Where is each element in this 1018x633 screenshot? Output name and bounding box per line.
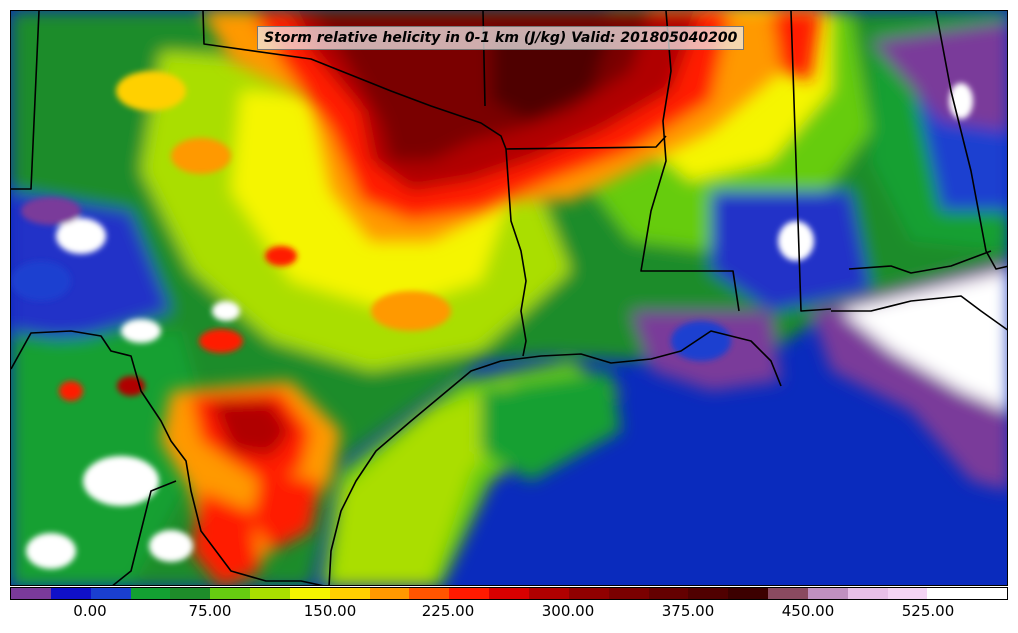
colorbar-segment <box>369 588 410 599</box>
colorbar-segment <box>170 588 211 599</box>
colorbar-segment <box>289 588 330 599</box>
colorbar-segment <box>210 588 251 599</box>
colorbar-tick-label: 300.00 <box>541 602 595 620</box>
colorbar-segment <box>648 588 689 599</box>
colorbar-segment <box>887 588 928 599</box>
colorbar-segment <box>90 588 131 599</box>
helicity-field <box>11 11 1007 585</box>
colorbar-segment <box>130 588 171 599</box>
colorbar <box>10 587 1008 600</box>
colorbar-segment <box>449 588 490 599</box>
colorbar-tick-label: 150.00 <box>303 602 357 620</box>
colorbar-segment <box>528 588 569 599</box>
colorbar-tick-label: 225.00 <box>421 602 475 620</box>
colorbar-segment <box>967 588 1008 599</box>
colorbar-segment <box>489 588 529 599</box>
colorbar-tick-label: 0.00 <box>73 602 107 620</box>
colorbar-segment <box>409 588 450 599</box>
colorbar-segment <box>329 588 370 599</box>
map-title: Storm relative helicity in 0-1 km (J/kg)… <box>257 26 745 50</box>
small-scale-features <box>11 71 973 569</box>
colorbar-ticks: 0.00 75.00 150.00 225.00 300.00 375.00 450.00 5… <box>0 602 1018 627</box>
colorbar-tick-label: 375.00 <box>661 602 715 620</box>
colorbar-segment <box>250 588 290 599</box>
colorbar-segment <box>608 588 649 599</box>
colorbar-segment <box>568 588 609 599</box>
colorbar-segment <box>728 588 769 599</box>
colorbar-segment <box>807 588 848 599</box>
colorbar-segment <box>768 588 808 599</box>
colorbar-segment <box>11 588 51 599</box>
colorbar-segment <box>847 588 888 599</box>
colorbar-tick-label: 75.00 <box>188 602 232 620</box>
colorbar-tick-label: 450.00 <box>781 602 835 620</box>
map-panel: Storm relative helicity in 0-1 km (J/kg)… <box>10 10 1008 586</box>
high-helicity-cores <box>161 11 821 585</box>
colorbar-segment <box>927 588 968 599</box>
colorbar-segment <box>50 588 91 599</box>
colorbar-tick-label: 525.00 <box>901 602 955 620</box>
colorbar-segment <box>688 588 729 599</box>
